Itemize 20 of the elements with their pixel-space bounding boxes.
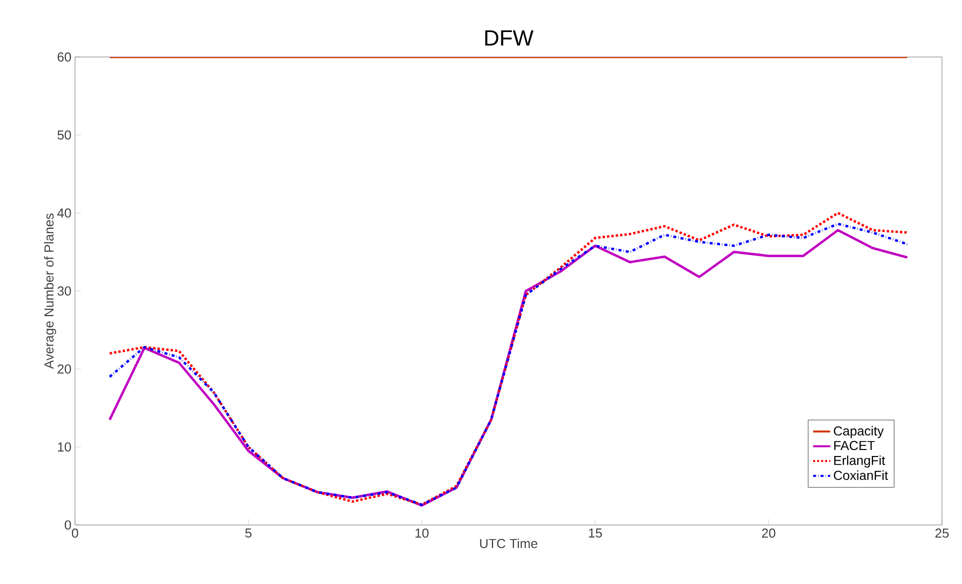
- legend-label: ErlangFit: [834, 456, 886, 468]
- x-axis-title: UTC Time: [480, 538, 538, 548]
- y-tick-label: 10: [58, 442, 71, 452]
- legend-label: Capacity: [834, 426, 884, 438]
- x-tick-label: 5: [245, 528, 252, 538]
- y-tick-label: 30: [58, 286, 71, 296]
- x-tick-label: 0: [72, 528, 78, 538]
- x-tick-label: 10: [416, 528, 429, 538]
- y-tick-label: 40: [57, 208, 71, 218]
- y-axis-title: Average Number of Planes: [44, 214, 56, 369]
- x-tick-label: 25: [935, 528, 949, 538]
- legend-label: CoxianFit: [834, 470, 888, 480]
- y-tick-label: 60: [58, 52, 71, 62]
- y-tick-label: 50: [58, 130, 71, 140]
- y-tick-label: 0: [64, 520, 71, 530]
- y-tick-label: 20: [58, 364, 71, 374]
- x-tick-label: 20: [762, 528, 776, 538]
- chart-title: DFW: [485, 30, 534, 46]
- legend-label: FACET: [834, 440, 875, 450]
- x-tick-label: 15: [588, 528, 602, 538]
